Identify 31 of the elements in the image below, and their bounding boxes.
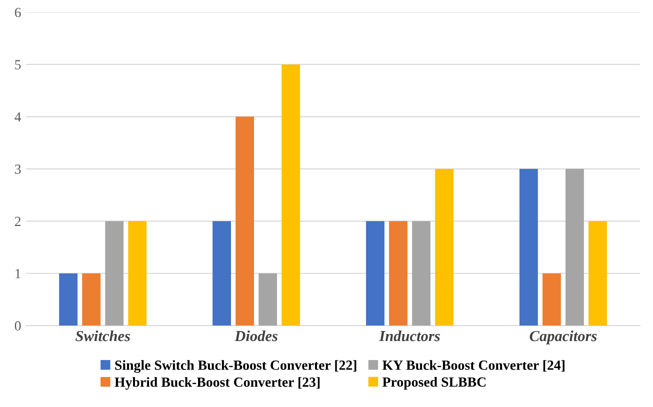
legend-label: Proposed SLBBC xyxy=(382,376,486,390)
bar xyxy=(412,221,430,326)
y-tick-label: 0 xyxy=(14,321,21,331)
bar xyxy=(435,168,454,326)
y-tick-label: 2 xyxy=(14,216,20,226)
bar xyxy=(519,168,538,326)
y-tick-label: 3 xyxy=(14,164,21,174)
bar xyxy=(212,221,231,326)
bar xyxy=(105,221,124,326)
x-tick-label: Switches xyxy=(76,330,130,342)
x-tick-label: Diodes xyxy=(234,330,278,342)
bar xyxy=(366,221,384,326)
bar xyxy=(59,273,78,326)
bar xyxy=(566,168,584,326)
bar xyxy=(258,273,278,326)
y-tick-label: 1 xyxy=(16,269,20,278)
bar xyxy=(542,273,561,326)
bar xyxy=(128,221,147,326)
legend-label: Hybrid Buck-Boost Converter [23] xyxy=(114,377,320,390)
legend-label: Single Switch Buck-Boost Converter [22] xyxy=(115,360,356,373)
x-tick-label: Capacitors xyxy=(530,330,597,344)
y-tick-label: 6 xyxy=(14,8,21,18)
bar xyxy=(82,273,101,326)
y-tick-label: 4 xyxy=(14,112,22,122)
bar xyxy=(588,221,607,326)
y-tick-label: 5 xyxy=(15,60,21,70)
bar xyxy=(389,221,408,326)
x-tick-label: Inductors xyxy=(379,330,440,342)
bar xyxy=(282,64,300,326)
legend-label: KY Buck-Boost Converter [24] xyxy=(382,360,564,372)
bar xyxy=(236,116,254,326)
